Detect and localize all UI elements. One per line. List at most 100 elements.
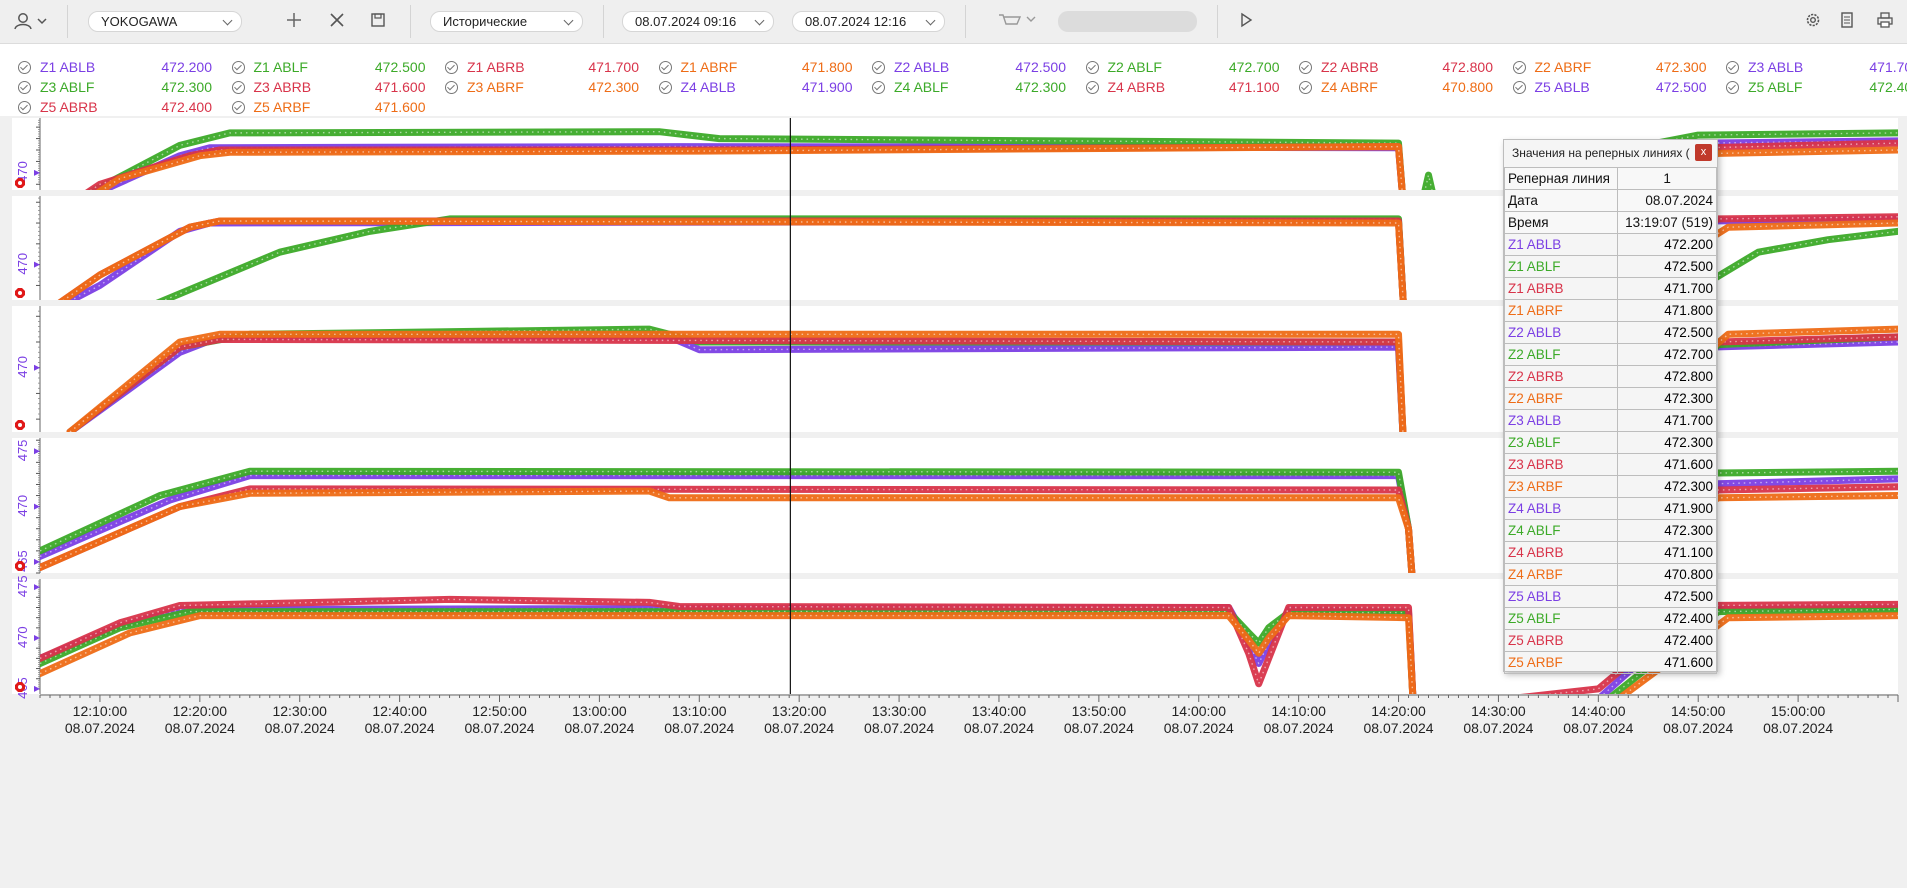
x-tick-date-label: 08.07.2024 (464, 720, 534, 736)
legend-item[interactable]: Z2 ABRB 472.800 (1299, 59, 1499, 77)
print-icon[interactable] (1872, 11, 1898, 32)
legend-item[interactable]: Z2 ABLF 472.700 (1085, 59, 1286, 77)
stop-marker-icon[interactable] (15, 682, 25, 692)
y-tick-label: 470 (15, 356, 30, 378)
document-icon[interactable] (1834, 11, 1860, 32)
add-icon[interactable] (281, 11, 307, 32)
legend-item-name: Z2 ABRB (1321, 59, 1379, 75)
x-tick-time-label: 14:40:00 (1571, 703, 1626, 719)
series-markers (40, 614, 1898, 694)
legend-item[interactable]: Z3 ABRB 471.600 (231, 79, 432, 97)
checkbox-checked-icon[interactable] (872, 61, 885, 74)
reference-header-value: 1 (1617, 167, 1717, 190)
legend-item[interactable]: Z3 ABLF 472.300 (18, 79, 218, 97)
x-tick-time-label: 12:30:00 (272, 703, 327, 719)
reference-window-close-button[interactable]: x (1695, 144, 1712, 161)
chevron-down-icon (754, 15, 765, 26)
checkbox-checked-icon[interactable] (445, 81, 458, 94)
y-marker-icon (34, 448, 40, 455)
date-from-picker[interactable]: 08.07.2024 09:16 (622, 11, 774, 32)
reference-series-name: Z1 ABLB (1503, 233, 1619, 256)
x-tick-time-label: 13:30:00 (872, 703, 927, 719)
legend-item[interactable]: Z5 ARBF 471.600 (231, 99, 432, 116)
checkbox-checked-icon[interactable] (1726, 81, 1739, 94)
legend-item[interactable]: Z3 ABRF 472.300 (445, 79, 645, 97)
stop-marker-icon[interactable] (15, 420, 25, 430)
reference-series-name: Z2 ABLF (1503, 343, 1619, 366)
legend-item-name: Z4 ABRF (1321, 79, 1378, 95)
series-line[interactable] (150, 215, 1898, 390)
stop-marker-icon[interactable] (15, 288, 25, 298)
legend-item[interactable]: Z2 ABLB 472.500 (872, 59, 1072, 77)
cart-icon[interactable] (995, 11, 1045, 32)
user-icon[interactable] (10, 11, 50, 32)
stop-marker-icon[interactable] (15, 561, 25, 571)
checkbox-checked-icon[interactable] (872, 81, 885, 94)
legend-item[interactable]: Z4 ABLB 471.900 (658, 79, 859, 97)
legend-item[interactable]: Z1 ABLB 472.200 (18, 59, 218, 77)
gear-icon[interactable] (1800, 11, 1826, 32)
reference-value-row: Z5 ABLF 472.400 (1503, 607, 1717, 630)
reference-value-row: Z4 ABRB 471.100 (1503, 541, 1717, 564)
reference-series-value: 472.300 (1617, 519, 1717, 542)
reference-series-name: Z3 ARBF (1503, 475, 1619, 498)
x-tick-time-label: 15:00:00 (1771, 703, 1826, 719)
save-icon[interactable] (365, 11, 391, 32)
y-marker-icon (34, 584, 40, 591)
toolbar-separator (603, 5, 604, 38)
checkbox-checked-icon[interactable] (1299, 61, 1312, 74)
legend-item[interactable]: Z5 ABLF 472.400 (1726, 79, 1907, 97)
checkbox-checked-icon[interactable] (1299, 81, 1312, 94)
reference-values-window[interactable]: Значения на реперных линиях (... x Репер… (1503, 139, 1718, 674)
reference-series-value: 471.900 (1617, 497, 1717, 520)
reference-header-row: Реперная линия 1 (1503, 167, 1717, 190)
reference-value-row: Z3 ABLB 471.700 (1503, 409, 1717, 432)
legend-item[interactable]: Z1 ABRB 471.700 (445, 59, 645, 77)
reference-series-value: 471.600 (1617, 651, 1717, 674)
series-legend: Z1 ABLB 472.200 Z1 ABLF 472.500 Z1 ABRB 471.7… (0, 44, 1907, 116)
play-icon[interactable] (1233, 11, 1259, 32)
legend-item-value: 471.600 (374, 99, 426, 115)
checkbox-checked-icon[interactable] (18, 81, 31, 94)
checkbox-checked-icon[interactable] (231, 81, 245, 94)
stop-marker-icon[interactable] (15, 178, 25, 188)
x-tick-date-label: 08.07.2024 (1363, 720, 1433, 736)
reference-series-value: 471.700 (1617, 409, 1717, 432)
legend-item[interactable]: Z3 ABLB 471.700 (1726, 59, 1907, 77)
checkbox-checked-icon[interactable] (1726, 61, 1739, 74)
checkbox-checked-icon[interactable] (1512, 81, 1526, 94)
legend-item[interactable]: Z4 ABRB 471.100 (1085, 79, 1286, 97)
close-icon[interactable] (324, 11, 350, 32)
legend-item-name: Z3 ABRF (467, 79, 524, 95)
reference-series-name: Z3 ABRB (1503, 453, 1619, 476)
x-tick-date-label: 08.07.2024 (165, 720, 235, 736)
mode-select[interactable]: Исторические (430, 11, 583, 32)
reference-header-row: Дата 08.07.2024 (1503, 189, 1717, 212)
reference-value-row: Z3 ABRB 471.600 (1503, 453, 1717, 476)
checkbox-checked-icon[interactable] (445, 61, 458, 74)
checkbox-checked-icon[interactable] (1512, 61, 1526, 74)
legend-item[interactable]: Z4 ABLF 472.300 (872, 79, 1072, 97)
checkbox-checked-icon[interactable] (231, 101, 245, 114)
y-tick-label: 475 (15, 440, 30, 462)
source-select[interactable]: YOKOGAWA (88, 11, 242, 32)
date-to-picker[interactable]: 08.07.2024 12:16 (792, 11, 945, 32)
legend-item[interactable]: Z5 ABRB 472.400 (18, 99, 218, 116)
legend-item-name: Z2 ABLB (894, 59, 950, 75)
chevron-down-icon (925, 15, 936, 26)
reference-value-row: Z1 ABLF 472.500 (1503, 255, 1717, 278)
checkbox-checked-icon[interactable] (18, 61, 31, 74)
checkbox-checked-icon[interactable] (1085, 61, 1099, 74)
legend-item[interactable]: Z2 ABRF 472.300 (1512, 59, 1713, 77)
checkbox-checked-icon[interactable] (18, 101, 31, 114)
legend-item[interactable]: Z1 ABLF 472.500 (231, 59, 432, 77)
reference-series-name: Z5 ABLF (1503, 607, 1619, 630)
checkbox-checked-icon[interactable] (231, 61, 245, 74)
checkbox-checked-icon[interactable] (1085, 81, 1099, 94)
checkbox-checked-icon[interactable] (658, 61, 672, 74)
legend-item[interactable]: Z1 ABRF 471.800 (658, 59, 859, 77)
legend-item[interactable]: Z5 ABLB 472.500 (1512, 79, 1713, 97)
checkbox-checked-icon[interactable] (658, 81, 672, 94)
legend-item[interactable]: Z4 ABRF 470.800 (1299, 79, 1499, 97)
reference-header-label: Время (1503, 211, 1619, 234)
